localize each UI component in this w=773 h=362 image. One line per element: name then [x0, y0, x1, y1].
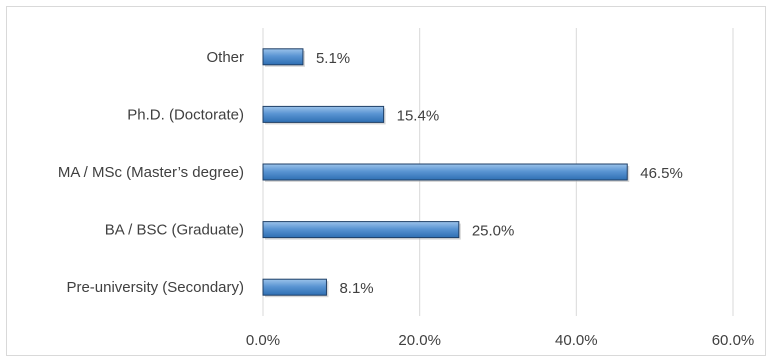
data-label: 8.1%	[339, 280, 373, 297]
bar	[262, 278, 327, 296]
data-labels: 5.1% 15.4% 46.5% 25.0% 8.1%	[316, 50, 683, 297]
category-label: Other	[206, 49, 244, 66]
data-label: 15.4%	[397, 107, 440, 124]
x-tick-label: 20.0%	[398, 332, 441, 349]
category-label: BA / BSC (Graduate)	[105, 222, 244, 239]
x-tick-label: 60.0%	[712, 332, 755, 349]
x-tick-label: 0.0%	[246, 332, 280, 349]
data-label: 25.0%	[472, 223, 515, 240]
category-label: MA / MSc (Master’s degree)	[58, 164, 244, 181]
data-label: 5.1%	[316, 50, 350, 67]
category-label: Pre-university (Secondary)	[66, 279, 244, 296]
bar	[262, 105, 385, 123]
x-tick-labels: 0.0% 20.0% 40.0% 60.0%	[246, 332, 754, 349]
bar	[262, 48, 304, 66]
x-tick-label: 40.0%	[555, 332, 598, 349]
data-label: 46.5%	[640, 165, 683, 182]
category-label: Ph.D. (Doctorate)	[127, 106, 244, 123]
bar	[262, 221, 460, 239]
bar	[262, 163, 628, 181]
category-labels: Other Ph.D. (Doctorate) MA / MSc (Master’s…	[58, 49, 244, 296]
bars	[262, 48, 630, 298]
